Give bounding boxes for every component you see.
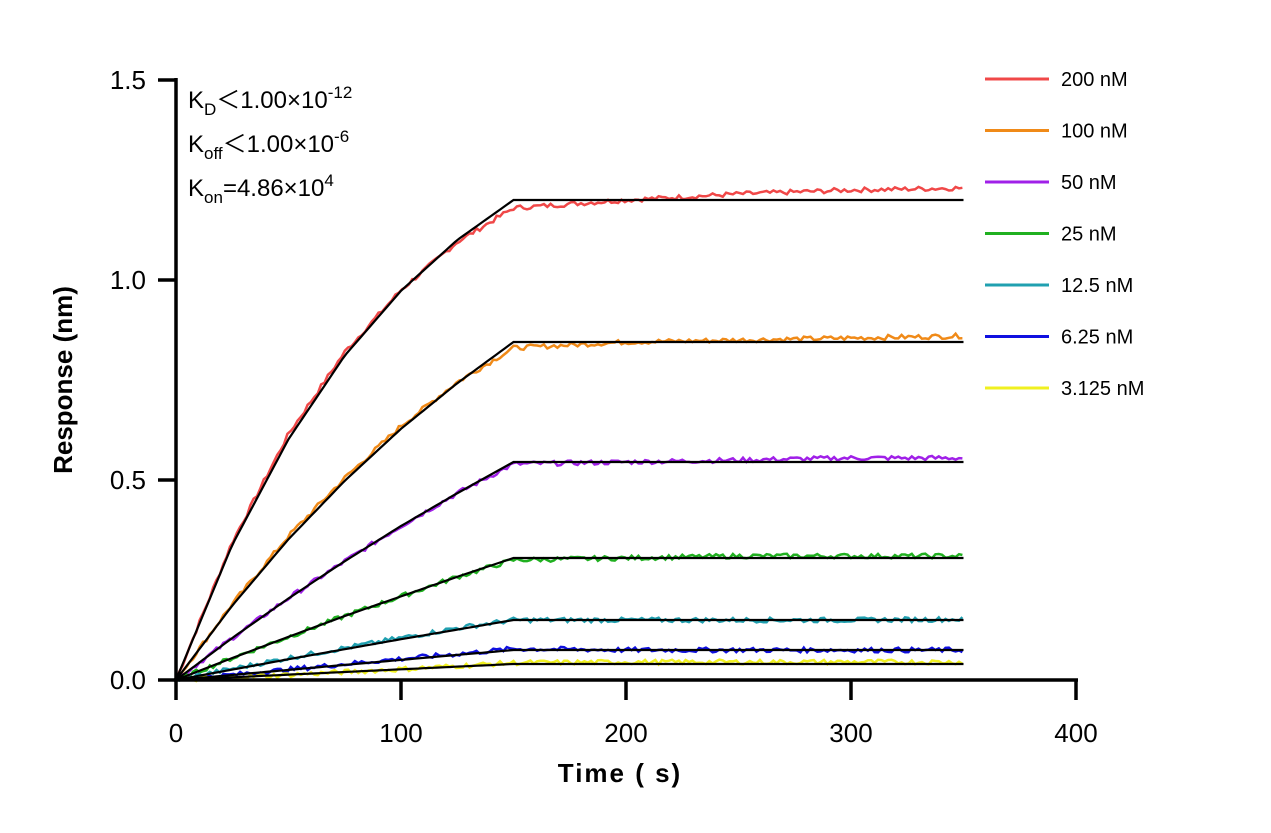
legend-label: 12.5 nM (1061, 275, 1133, 297)
legend: 200 nM 100 nM 50 nM 25 nM 12.5 nM 6.25 nM 3.12… (985, 69, 1144, 400)
legend-item: 50 nM (985, 172, 1117, 194)
data-series-line (175, 454, 963, 683)
kinetics-annotation: Koff＜1.00×10-6 (188, 127, 349, 163)
legend-label: 3.125 nM (1061, 378, 1144, 400)
y-tick-label: 1.0 (110, 265, 146, 295)
y-axis-title: Response (nm) (48, 286, 78, 474)
x-axis-title: Time ( s) (558, 758, 682, 788)
legend-item: 100 nM (985, 121, 1128, 143)
y-axis-ticks: 0.0 0.5 1.0 1.5 (110, 65, 176, 695)
legend-item: 12.5 nM (985, 275, 1133, 297)
fit-line (175, 340, 964, 681)
legend-item: 200 nM (985, 69, 1128, 91)
x-tick-label: 100 (379, 718, 422, 748)
x-tick-label: 400 (1054, 718, 1097, 748)
legend-item: 3.125 nM (985, 378, 1144, 400)
legend-label: 200 nM (1061, 69, 1128, 91)
legend-label: 25 nM (1061, 224, 1117, 246)
legend-label: 50 nM (1061, 172, 1117, 194)
data-series-line (174, 185, 963, 681)
x-axis-ticks: 0 100 200 300 400 (169, 680, 1098, 748)
fit-line (175, 648, 964, 682)
fit-line (175, 460, 964, 681)
y-tick-label: 1.5 (110, 65, 146, 95)
legend-label: 100 nM (1061, 121, 1128, 143)
y-tick-label: 0.5 (110, 465, 146, 495)
plot-area (174, 185, 964, 683)
fit-line (174, 198, 964, 681)
x-tick-label: 200 (604, 718, 647, 748)
kinetics-annotation: Kon=4.86×104 (188, 171, 334, 207)
kinetics-annotation: KD＜1.00×10-12 (188, 83, 352, 119)
data-series-line (175, 331, 963, 680)
kinetics-annotations: KD＜1.00×10-12 Koff＜1.00×10-6 Kon=4.86×104 (188, 83, 352, 207)
y-tick-label: 0.0 (110, 665, 146, 695)
legend-label: 6.25 nM (1061, 327, 1133, 349)
fit-line (175, 618, 964, 682)
legend-item: 25 nM (985, 224, 1117, 246)
fit-line (175, 556, 964, 682)
fit-line (175, 662, 964, 682)
legend-item: 6.25 nM (985, 327, 1133, 349)
x-tick-label: 300 (829, 718, 872, 748)
x-tick-label: 0 (169, 718, 183, 748)
